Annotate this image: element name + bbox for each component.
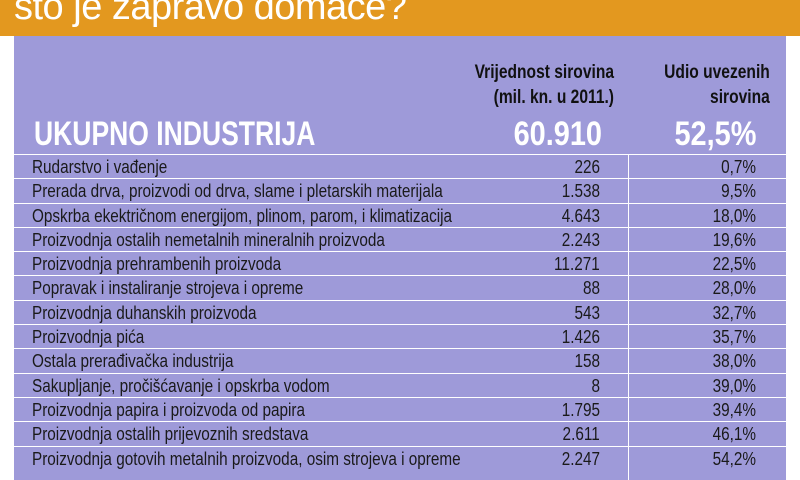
row-label: Prerada drva, proizvodi od drva, slame i… <box>32 181 443 202</box>
row-value: 8 <box>591 375 600 396</box>
page-title: što je zapravo domaće? <box>14 0 407 28</box>
row-value: 2.611 <box>562 424 600 445</box>
row-share: 32,7% <box>712 302 756 323</box>
row-value: 158 <box>574 351 600 372</box>
row-label: Popravak i instaliranje strojeva i oprem… <box>32 278 304 299</box>
row-share: 19,6% <box>712 229 756 250</box>
total-label: UKUPNO INDUSTRIJA <box>34 115 316 153</box>
row-value: 226 <box>574 157 600 177</box>
column-header-share: Udio uvezenih sirovina <box>664 60 770 110</box>
row-value: 1.795 <box>561 399 600 420</box>
table-row: Proizvodnja gotovih metalnih proizvoda, … <box>14 445 786 470</box>
row-value: 2.247 <box>561 448 600 469</box>
table-row: Proizvodnja pića 1.426 35,7% <box>14 324 786 348</box>
row-share: 38,0% <box>712 351 756 372</box>
row-label: Proizvodnja ostalih prijevoznih sredstav… <box>32 424 309 445</box>
table-row: Rudarstvo i vađenje 226 0,7% <box>14 154 786 178</box>
table-row: Proizvodnja prehrambenih proizvoda 11.271… <box>14 251 786 275</box>
row-label: Proizvodnja pića <box>32 327 145 348</box>
row-value: 1.426 <box>561 327 600 348</box>
table-row: Proizvodnja ostalih nemetalnih mineralni… <box>14 226 786 251</box>
column-header-value-line2: (mil. kn. u 2011.) <box>493 87 614 108</box>
column-header-share-line2: sirovina <box>710 87 770 108</box>
row-share: 39,0% <box>712 375 756 396</box>
row-label: Proizvodnja gotovih metalnih proizvoda, … <box>32 448 461 469</box>
row-value: 543 <box>574 302 600 323</box>
row-share: 18,0% <box>712 205 756 226</box>
row-value: 11.271 <box>554 254 600 275</box>
row-value: 1.538 <box>561 181 600 202</box>
table-row: Prerada drva, proizvodi od drva, slame i… <box>14 178 786 202</box>
row-label: Proizvodnja duhanskih proizvoda <box>32 302 257 323</box>
total-share: 52,5% <box>674 115 756 153</box>
column-header-value-line1: Vrijednost sirovina <box>474 62 614 83</box>
table-row: Ostala prerađivačka industrija 158 38,0% <box>14 348 786 372</box>
row-label: Proizvodnja ostalih nemetalnih mineralni… <box>32 229 385 250</box>
column-divider <box>628 154 629 480</box>
row-value: 2.243 <box>561 229 600 250</box>
row-share: 28,0% <box>712 278 756 299</box>
row-label: Proizvodnja papira i proizvoda od papira <box>32 399 306 420</box>
row-share: 54,2% <box>712 448 756 469</box>
row-label: Sakupljanje, pročišćavanje i opskrba vod… <box>32 375 330 396</box>
table-row: Sakupljanje, pročišćavanje i opskrba vod… <box>14 372 786 397</box>
row-value: 4.643 <box>561 205 600 226</box>
total-row: UKUPNO INDUSTRIJA 60.910 52,5% <box>14 114 786 154</box>
column-header-share-line1: Udio uvezenih <box>664 62 770 83</box>
table-row: Popravak i instaliranje strojeva i oprem… <box>14 275 786 299</box>
table-row: Proizvodnja papira i proizvoda od papira… <box>14 396 786 421</box>
row-label: Proizvodnja prehrambenih proizvoda <box>32 254 282 275</box>
table-row: Opskrba ekektričnom energijom, plinom, p… <box>14 202 786 227</box>
row-share: 22,5% <box>712 254 756 275</box>
table-panel <box>14 36 786 480</box>
row-share: 0,7% <box>721 157 756 177</box>
row-share: 9,5% <box>721 181 756 202</box>
column-header-value: Vrijednost sirovina (mil. kn. u 2011.) <box>475 60 614 110</box>
table-row: Proizvodnja ostalih prijevoznih sredstav… <box>14 421 786 445</box>
row-share: 46,1% <box>712 424 756 445</box>
table-body: Rudarstvo i vađenje 226 0,7% Prerada drva, … <box>14 154 786 470</box>
total-value: 60.910 <box>513 115 602 153</box>
table-row: Proizvodnja duhanskih proizvoda 543 32,7% <box>14 299 786 324</box>
row-label: Ostala prerađivačka industrija <box>32 351 234 372</box>
title-bar: što je zapravo domaće? <box>0 0 800 36</box>
row-label: Rudarstvo i vađenje <box>32 157 168 177</box>
row-value: 88 <box>582 278 600 299</box>
row-share: 35,7% <box>712 327 756 348</box>
row-share: 39,4% <box>712 399 756 420</box>
row-label: Opskrba ekektričnom energijom, plinom, p… <box>32 205 453 226</box>
